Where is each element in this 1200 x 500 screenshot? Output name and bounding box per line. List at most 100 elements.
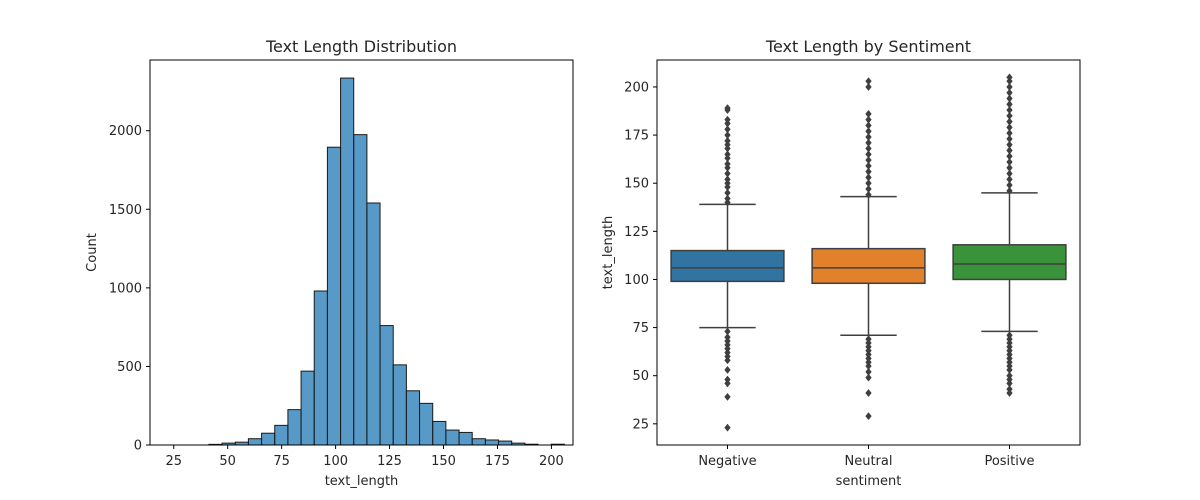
outlier-point: [724, 392, 731, 401]
histogram-bar: [392, 364, 407, 446]
outlier-point: [1006, 181, 1013, 190]
histogram-bar: [379, 325, 394, 446]
outlier-point: [724, 423, 731, 432]
boxplot-axes-frame: [656, 59, 1081, 446]
boxplot-marks: [670, 73, 1067, 432]
outlier-point: [865, 190, 872, 199]
histogram-bar: [471, 438, 486, 446]
outlier-point: [865, 82, 872, 91]
histogram-bar: [405, 390, 421, 446]
histogram-x-ticks: 25 50 75 100 125 150 175 200: [165, 445, 564, 469]
outlier-point: [865, 132, 872, 142]
y-tick-label: 50: [632, 369, 649, 384]
x-tick-label: 25: [165, 454, 182, 469]
y-tick-label: 200: [624, 80, 649, 95]
outlier-point: [724, 175, 731, 184]
outlier-point: [1006, 123, 1013, 132]
x-tick-label: 75: [273, 454, 290, 469]
boxplot-y-label: text_length: [601, 216, 616, 290]
outlier-point: [865, 389, 872, 398]
histogram-bar: [313, 290, 328, 446]
y-tick-label: 100: [624, 273, 649, 288]
outlier-point: [865, 150, 872, 159]
outlier-point: [1006, 163, 1013, 172]
histogram-x-label: text_length: [325, 474, 399, 489]
outlier-point: [1006, 140, 1013, 149]
outlier-point: [724, 104, 731, 113]
histogram-panel: Text Length Distribution 25 50 75 100 125 150…: [85, 37, 574, 489]
y-tick-label: 0: [134, 439, 142, 454]
box-neutral: [811, 77, 926, 421]
outlier-point: [1006, 158, 1013, 167]
histogram-bar: [261, 432, 276, 446]
outlier-point: [1006, 82, 1013, 91]
y-tick-label: 25: [632, 417, 649, 432]
iqr-box: [952, 244, 1067, 281]
outlier-point: [1006, 134, 1013, 143]
iqr-box: [670, 249, 785, 283]
histogram-y-ticks: 0 500 1000 1500 2000: [109, 124, 150, 454]
outlier-point: [1006, 169, 1013, 178]
outlier-point: [724, 150, 731, 159]
outlier-point: [865, 115, 872, 124]
histogram-bar: [274, 424, 289, 446]
box-positive: [952, 73, 1067, 398]
histogram-axes-frame: [149, 59, 574, 446]
histogram-y-label: Count: [85, 233, 100, 272]
outlier-point: [865, 161, 872, 170]
histogram-bar: [353, 134, 368, 446]
outlier-point: [724, 379, 731, 388]
iqr-box: [811, 247, 926, 285]
histogram-bar: [445, 429, 460, 446]
outlier-point: [1006, 73, 1013, 82]
outlier-point: [1006, 175, 1013, 184]
outlier-point: [865, 138, 872, 147]
x-tick-label: 175: [485, 454, 510, 469]
outlier-point: [724, 131, 731, 140]
histogram-title: Text Length Distribution: [265, 37, 457, 56]
histogram-bar: [458, 431, 473, 446]
outlier-point: [1006, 111, 1013, 120]
outlier-point: [724, 356, 731, 365]
histogram-bar: [419, 402, 434, 446]
outlier-point: [865, 179, 872, 188]
outlier-point: [1006, 88, 1013, 97]
outlier-point: [1006, 117, 1013, 126]
outlier-point: [724, 136, 731, 145]
outlier-point: [865, 167, 872, 176]
category-label: Positive: [984, 454, 1034, 469]
outlier-point: [1006, 106, 1013, 115]
y-tick-label: 500: [117, 360, 142, 375]
boxplot-y-ticks: 25 50 75 100 125 150 175 200: [624, 80, 657, 432]
outlier-point: [1006, 129, 1013, 138]
histogram-bar: [326, 146, 342, 446]
x-tick-label: 125: [377, 454, 402, 469]
histogram-bars: [208, 77, 565, 446]
boxplot-panel: Text Length by Sentiment Negative Neutral…: [601, 37, 1081, 489]
outlier-point: [1006, 389, 1013, 398]
outlier-point: [724, 188, 731, 197]
x-tick-label: 100: [323, 454, 348, 469]
outlier-point: [865, 127, 872, 136]
outlier-point: [865, 184, 872, 193]
outlier-point: [865, 144, 872, 153]
outlier-point: [1006, 146, 1013, 155]
box-negative: [670, 104, 785, 432]
outlier-point: [865, 109, 872, 118]
outlier-point: [724, 169, 731, 178]
category-label: Neutral: [845, 454, 893, 469]
outlier-point: [865, 373, 872, 382]
outlier-point: [865, 77, 872, 86]
boxplot-title: Text Length by Sentiment: [765, 37, 971, 56]
outlier-point: [1006, 100, 1013, 109]
histogram-bar: [340, 77, 355, 446]
outlier-point: [1006, 94, 1013, 103]
y-tick-label: 1500: [109, 203, 142, 218]
x-tick-label: 150: [431, 454, 456, 469]
x-tick-label: 200: [539, 454, 564, 469]
histogram-bar: [366, 202, 381, 446]
outlier-point: [1006, 186, 1013, 195]
histogram-bar: [432, 420, 447, 446]
outlier-point: [724, 365, 731, 374]
